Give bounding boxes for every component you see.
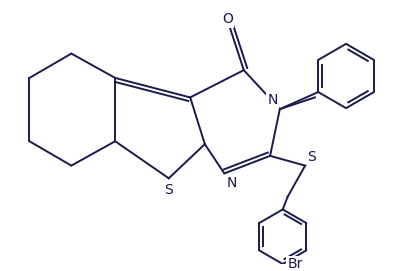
Text: N: N <box>268 93 278 107</box>
Text: S: S <box>307 150 316 164</box>
Text: N: N <box>226 176 237 190</box>
Text: S: S <box>164 183 173 197</box>
Text: O: O <box>222 12 233 27</box>
Text: Br: Br <box>287 257 303 271</box>
